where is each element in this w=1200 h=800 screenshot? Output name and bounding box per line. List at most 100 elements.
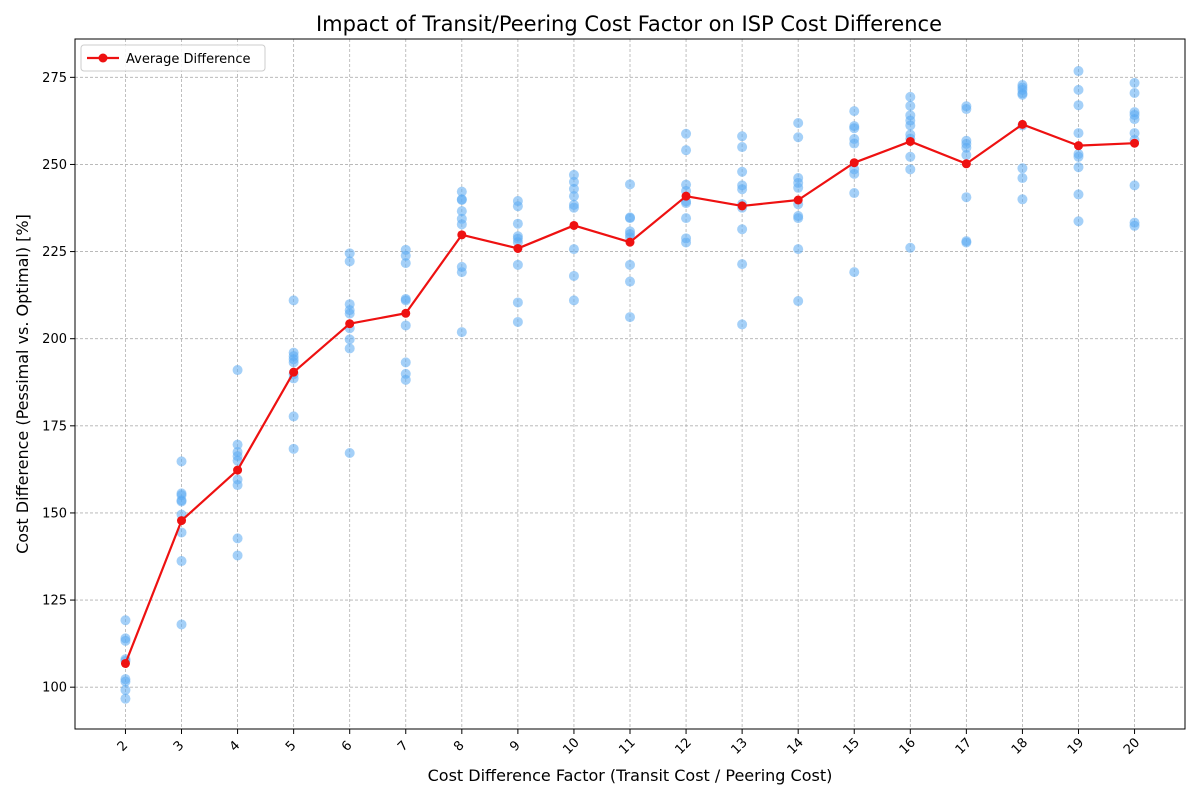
average-difference-point — [513, 243, 523, 253]
scatter-point — [1073, 100, 1084, 111]
scatter-point — [568, 202, 579, 213]
legend-marker-swatch — [98, 53, 108, 63]
scatter-point — [681, 145, 692, 156]
legend-box — [80, 44, 266, 72]
x-tick-label: 9 — [507, 738, 523, 754]
scatter-points — [120, 66, 1140, 704]
scatter-point — [905, 100, 916, 111]
scatter-point — [625, 179, 635, 190]
scatter-point — [1017, 194, 1028, 205]
average-difference-point — [569, 220, 579, 230]
scatter-point — [176, 496, 187, 507]
y-tick-label: 125 — [42, 594, 67, 609]
scatter-point — [120, 635, 131, 646]
scatter-point — [737, 319, 748, 330]
scatter-point — [737, 142, 748, 153]
x-tick-label: 15 — [841, 735, 863, 757]
average-difference-point — [905, 136, 915, 146]
scatter-point — [1129, 77, 1140, 88]
x-tick-label: 16 — [897, 735, 919, 757]
scatter-point — [120, 615, 131, 626]
y-tick-label: 175 — [42, 419, 67, 434]
scatter-point — [905, 242, 916, 253]
scatter-point — [793, 182, 804, 193]
scatter-point — [793, 296, 804, 307]
x-tick-label: 20 — [1121, 735, 1143, 757]
scatter-point — [1073, 151, 1084, 162]
scatter-point — [1129, 88, 1140, 99]
average-difference-point — [177, 516, 187, 526]
x-tick-label: 7 — [395, 738, 411, 754]
scatter-point — [344, 343, 355, 354]
scatter-point — [456, 267, 467, 278]
y-tick-label: 275 — [42, 71, 67, 86]
scatter-point — [849, 106, 860, 117]
scatter-point — [681, 213, 692, 224]
scatter-point — [1073, 128, 1084, 139]
y-axis-label: Cost Difference (Pessimal vs. Optimal) [… — [13, 214, 32, 554]
average-difference-point — [961, 159, 971, 169]
scatter-point — [232, 439, 243, 450]
average-line-layer — [120, 119, 1140, 668]
scatter-point — [961, 142, 972, 153]
scatter-point — [961, 192, 972, 203]
y-tick-label: 100 — [42, 681, 67, 696]
scatter-point — [232, 550, 243, 561]
scatter-point — [344, 334, 355, 345]
scatter-point — [1129, 114, 1140, 125]
average-difference-point — [1130, 138, 1140, 148]
average-difference-point — [233, 465, 243, 475]
average-difference-point — [401, 308, 411, 318]
scatter-point — [1129, 220, 1140, 231]
scatter-point — [681, 237, 692, 248]
scatter-point — [1073, 216, 1084, 227]
scatter-point — [232, 455, 243, 466]
scatter-point — [1073, 189, 1084, 200]
scatter-point — [737, 131, 748, 142]
scatter-point — [344, 308, 355, 319]
average-difference-point — [737, 201, 747, 211]
scatter-point — [905, 120, 916, 131]
scatter-point — [849, 168, 860, 179]
scatter-point — [1017, 163, 1028, 174]
scatter-point — [681, 198, 692, 209]
average-difference-point — [289, 367, 299, 377]
average-difference-point — [120, 658, 130, 668]
scatter-point — [625, 213, 635, 224]
scatter-point — [849, 123, 860, 134]
x-tick-label: 8 — [451, 738, 467, 754]
x-tick-label: 13 — [728, 735, 750, 757]
scatter-point — [849, 267, 860, 278]
scatter-point — [793, 132, 804, 143]
scatter-point — [625, 259, 635, 270]
scatter-point — [344, 256, 355, 267]
average-difference-point — [625, 237, 635, 247]
average-difference-point — [1073, 141, 1083, 151]
scatter-point — [456, 327, 467, 338]
scatter-point — [400, 320, 411, 331]
scatter-point — [793, 244, 804, 255]
y-axis-ticks: 100 125 150 175 200 225 250 275 — [42, 71, 75, 696]
y-tick-label: 200 — [42, 332, 67, 347]
scatter-point — [1073, 66, 1084, 77]
scatter-point — [344, 448, 355, 458]
x-axis-label: Cost Difference Factor (Transit Cost / P… — [428, 766, 833, 785]
scatter-point — [681, 128, 692, 139]
scatter-point — [568, 270, 579, 281]
scatter-point — [1073, 84, 1084, 95]
scatter-point — [512, 297, 523, 308]
scatter-point — [849, 188, 860, 199]
scatter-point — [176, 556, 187, 567]
scatter-point — [1129, 128, 1140, 139]
scatter-point — [1017, 173, 1028, 184]
scatter-point — [625, 276, 635, 287]
x-tick-label: 19 — [1065, 735, 1087, 757]
average-difference-point — [793, 195, 803, 205]
scatter-point — [961, 237, 972, 248]
scatter-point — [176, 619, 187, 630]
scatter-point — [456, 186, 467, 197]
scatter-point — [905, 164, 916, 175]
scatter-point — [568, 169, 579, 180]
scatter-point — [456, 195, 467, 205]
scatter-point — [568, 295, 579, 306]
